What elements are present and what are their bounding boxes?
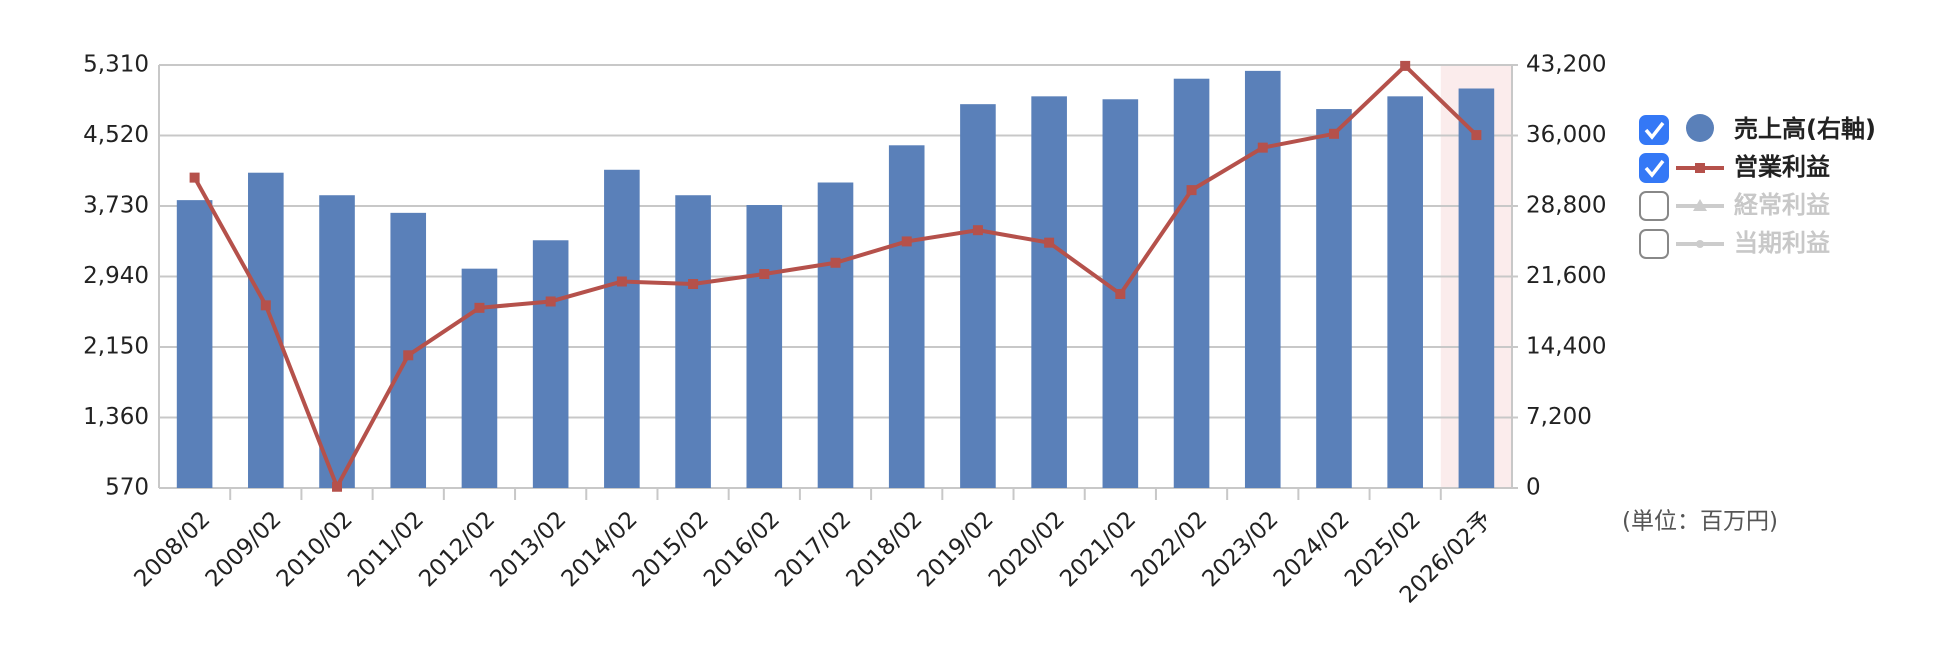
x-tick-label: 2022/02 xyxy=(1126,506,1212,592)
y-tick-label: 4,520 xyxy=(83,122,149,148)
y-tick-label: 3,730 xyxy=(83,193,149,219)
y-tick-label: 1,360 xyxy=(83,404,149,430)
point xyxy=(972,225,983,236)
legend-checkbox[interactable] xyxy=(1639,115,1669,145)
y2-tick-label: 7,200 xyxy=(1526,404,1592,430)
unit-label: (単位：百万円) xyxy=(1622,509,1778,535)
y2-tick-label: 43,200 xyxy=(1526,52,1606,78)
point xyxy=(332,481,343,492)
point xyxy=(1044,237,1055,248)
point xyxy=(830,257,841,268)
point xyxy=(403,350,414,361)
y2-tick-label: 14,400 xyxy=(1526,334,1606,360)
x-tick-label: 2023/02 xyxy=(1198,506,1284,592)
bar xyxy=(1244,70,1281,488)
bar xyxy=(888,145,925,488)
y-tick-label: 2,150 xyxy=(83,334,149,360)
legend-marker xyxy=(1695,163,1705,173)
legend-label[interactable]: 営業利益 xyxy=(1734,153,1830,181)
legend-marker xyxy=(1693,199,1707,211)
legend-marker xyxy=(1696,240,1704,248)
point xyxy=(545,296,556,307)
legend-label[interactable]: 当期利益 xyxy=(1734,229,1830,257)
bar xyxy=(532,240,569,488)
point xyxy=(901,236,912,247)
point xyxy=(1115,288,1126,299)
x-tick-label: 2017/02 xyxy=(770,506,856,592)
y-tick-label: 2,940 xyxy=(83,263,149,289)
legend-checkbox[interactable] xyxy=(1639,229,1669,259)
point xyxy=(474,302,485,313)
bar xyxy=(817,182,854,488)
x-tick-label: 2021/02 xyxy=(1055,506,1141,592)
x-tick-label: 2011/02 xyxy=(343,506,429,592)
bar xyxy=(1387,96,1423,488)
bar xyxy=(319,195,355,488)
y2-tick-label: 36,000 xyxy=(1526,122,1606,148)
check-mark xyxy=(1644,159,1665,178)
point xyxy=(1400,60,1411,71)
point xyxy=(759,269,770,280)
x-tick-label: 2014/02 xyxy=(557,506,643,592)
legend-label[interactable]: 経常利益 xyxy=(1734,191,1830,219)
point xyxy=(260,300,271,311)
y2-tick-label: 21,600 xyxy=(1526,263,1606,289)
x-tick-label: 2015/02 xyxy=(628,506,714,592)
bar xyxy=(1458,88,1495,488)
legend-label[interactable]: 売上高(右軸) xyxy=(1734,115,1876,143)
bar xyxy=(461,268,498,488)
point xyxy=(688,278,699,289)
bar xyxy=(960,104,996,489)
y-tick-label: 5,310 xyxy=(83,52,149,78)
x-tick-label: 2013/02 xyxy=(486,506,572,592)
point xyxy=(189,172,200,183)
bar xyxy=(1031,96,1067,488)
x-tick-label: 2010/02 xyxy=(272,506,358,592)
y2-tick-label: 28,800 xyxy=(1526,193,1606,219)
x-tick-label: 2018/02 xyxy=(842,506,928,592)
x-tick-label: 2020/02 xyxy=(984,506,1070,592)
x-tick-label: 2024/02 xyxy=(1269,506,1355,592)
y-tick-label: 570 xyxy=(105,475,149,501)
legend-checkbox[interactable] xyxy=(1639,191,1669,221)
bar xyxy=(176,200,213,488)
x-tick-label: 2012/02 xyxy=(414,506,500,592)
legend-checkbox[interactable] xyxy=(1639,153,1669,183)
point xyxy=(1257,142,1268,153)
x-tick-label: 2019/02 xyxy=(913,506,999,592)
bar xyxy=(604,169,640,489)
x-tick-label: 2008/02 xyxy=(129,506,215,592)
x-tick-label: 2009/02 xyxy=(201,506,287,592)
bar xyxy=(746,205,783,489)
bar xyxy=(675,195,711,488)
y2-tick-label: 0 xyxy=(1526,475,1541,501)
point xyxy=(616,276,627,287)
point xyxy=(1471,130,1482,141)
point xyxy=(1186,185,1197,196)
point xyxy=(1328,128,1339,139)
bar xyxy=(1173,78,1210,488)
legend-marker xyxy=(1686,114,1714,142)
bar xyxy=(1316,109,1352,488)
x-tick-label: 2016/02 xyxy=(699,506,785,592)
check-mark xyxy=(1644,121,1665,140)
bar xyxy=(248,172,284,489)
